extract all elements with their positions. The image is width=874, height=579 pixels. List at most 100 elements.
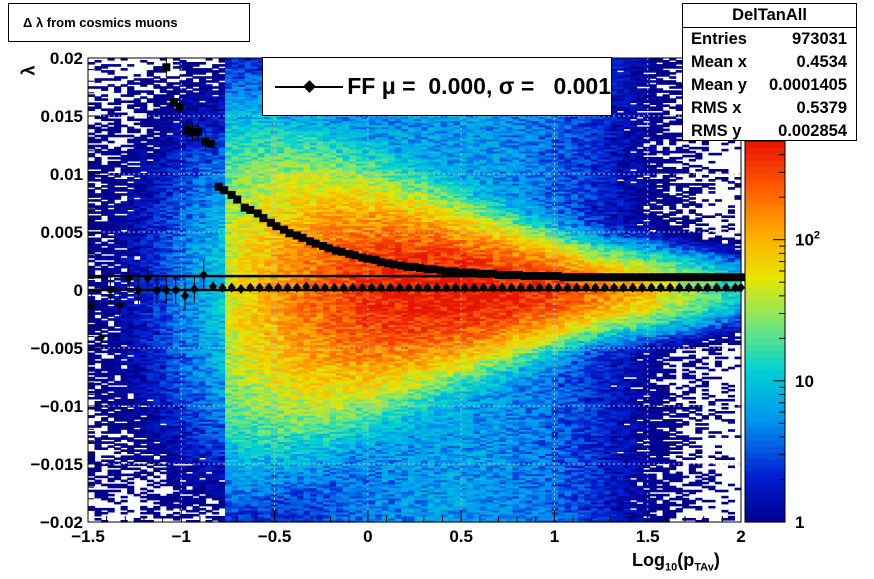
heatmap-cell (146, 326, 154, 329)
heatmap-cell (231, 457, 239, 460)
heatmap-cell (133, 401, 141, 404)
heatmap-cell (120, 294, 128, 297)
heatmap-cell (172, 134, 180, 138)
heatmap-cell (166, 384, 174, 388)
heatmap-cell (212, 227, 220, 231)
heatmap-cell (179, 253, 187, 257)
heatmap-cell (218, 90, 226, 93)
heatmap-cell (159, 471, 167, 475)
heatmap-cell (179, 243, 187, 247)
heatmap-cell (140, 225, 148, 228)
heatmap-cell (153, 156, 161, 160)
heatmap-cell (238, 171, 246, 174)
heatmap-cell (114, 298, 122, 301)
heatmap-cell (146, 233, 154, 237)
heatmap-cell (218, 423, 226, 426)
heatmap-cell (192, 142, 200, 146)
heatmap-cell (140, 110, 148, 114)
heatmap-cell (94, 217, 102, 220)
heatmap-cell (231, 451, 239, 454)
heatmap-cell (218, 241, 226, 245)
heatmap-cell (244, 136, 252, 140)
heatmap-cell (166, 219, 174, 222)
heatmap-cell (231, 314, 239, 317)
heatmap-cell (140, 245, 148, 249)
heatmap-cell (244, 108, 252, 111)
heatmap-cell (218, 390, 226, 394)
heatmap-cell (199, 318, 207, 321)
heatmap-cell (166, 390, 174, 394)
heatmap-cell (231, 435, 239, 438)
heatmap-cell (179, 342, 187, 346)
heatmap-cell (88, 239, 96, 243)
heatmap-cell (101, 493, 109, 497)
heatmap-cell (133, 150, 141, 154)
heatmap-cell (205, 96, 213, 99)
heatmap-cell (231, 271, 239, 275)
heatmap-cell (101, 423, 109, 426)
heatmap-cell (179, 213, 187, 216)
heatmap-cell (146, 332, 154, 335)
heatmap-cell (218, 368, 226, 372)
heatmap-cell (218, 229, 226, 233)
heatmap-cell (172, 173, 180, 176)
heatmap-cell (225, 520, 233, 523)
heatmap-cell (166, 459, 174, 463)
heatmap-cell (231, 427, 239, 430)
heatmap-cell (225, 302, 233, 305)
heatmap-cell (172, 330, 180, 333)
heatmap-cell (199, 203, 207, 206)
heatmap-cell (107, 211, 115, 214)
heatmap-cell (146, 316, 154, 319)
heatmap-cell (133, 152, 141, 156)
heatmap-cell (192, 505, 200, 509)
heatmap-cell (133, 312, 141, 315)
heatmap-cell (231, 421, 239, 424)
heatmap-cell (186, 171, 194, 174)
heatmap-cell (244, 461, 252, 465)
heatmap-cell (186, 179, 194, 182)
heatmap-cell (179, 203, 187, 206)
heatmap-cell (231, 441, 239, 444)
heatmap-cell (238, 267, 246, 271)
heatmap-cell (88, 136, 96, 140)
heatmap-cell (231, 267, 239, 271)
heatmap-cell (140, 177, 148, 180)
heatmap-cell (120, 473, 128, 477)
heatmap-cell (205, 419, 213, 422)
heatmap-cell (212, 239, 220, 243)
heatmap-cell (94, 243, 102, 247)
heatmap-cell (133, 193, 141, 196)
heatmap-cell (199, 495, 207, 499)
heatmap-cell (133, 90, 141, 93)
heatmap-cell (153, 243, 161, 247)
heatmap-cell (231, 146, 239, 150)
heatmap-cell (205, 415, 213, 418)
heatmap-cell (166, 183, 174, 186)
heatmap-cell (212, 489, 220, 493)
heatmap-cell (231, 108, 239, 111)
heatmap-cell (205, 195, 213, 198)
heatmap-cell (133, 439, 141, 442)
heatmap-cell (94, 106, 102, 109)
heatmap-cell (166, 350, 174, 354)
heatmap-cell (159, 360, 167, 364)
heatmap-cell (166, 423, 174, 426)
heatmap-cell (166, 457, 174, 460)
heatmap-cell (172, 344, 180, 348)
heatmap-cell (218, 398, 226, 402)
heatmap-cell (199, 223, 207, 226)
heatmap-cell (159, 219, 167, 222)
heatmap-cell (140, 427, 148, 430)
heatmap-cell (94, 144, 102, 148)
heatmap-cell (88, 407, 96, 410)
heatmap-cell (88, 162, 96, 166)
heatmap-cell (244, 427, 252, 430)
heatmap-cell (186, 78, 194, 81)
heatmap-cell (88, 211, 96, 214)
heatmap-cell (166, 421, 174, 424)
heatmap-cell (107, 166, 115, 170)
heatmap-cell (133, 78, 141, 81)
heatmap-cell (166, 431, 174, 434)
heatmap-cell (205, 229, 213, 233)
